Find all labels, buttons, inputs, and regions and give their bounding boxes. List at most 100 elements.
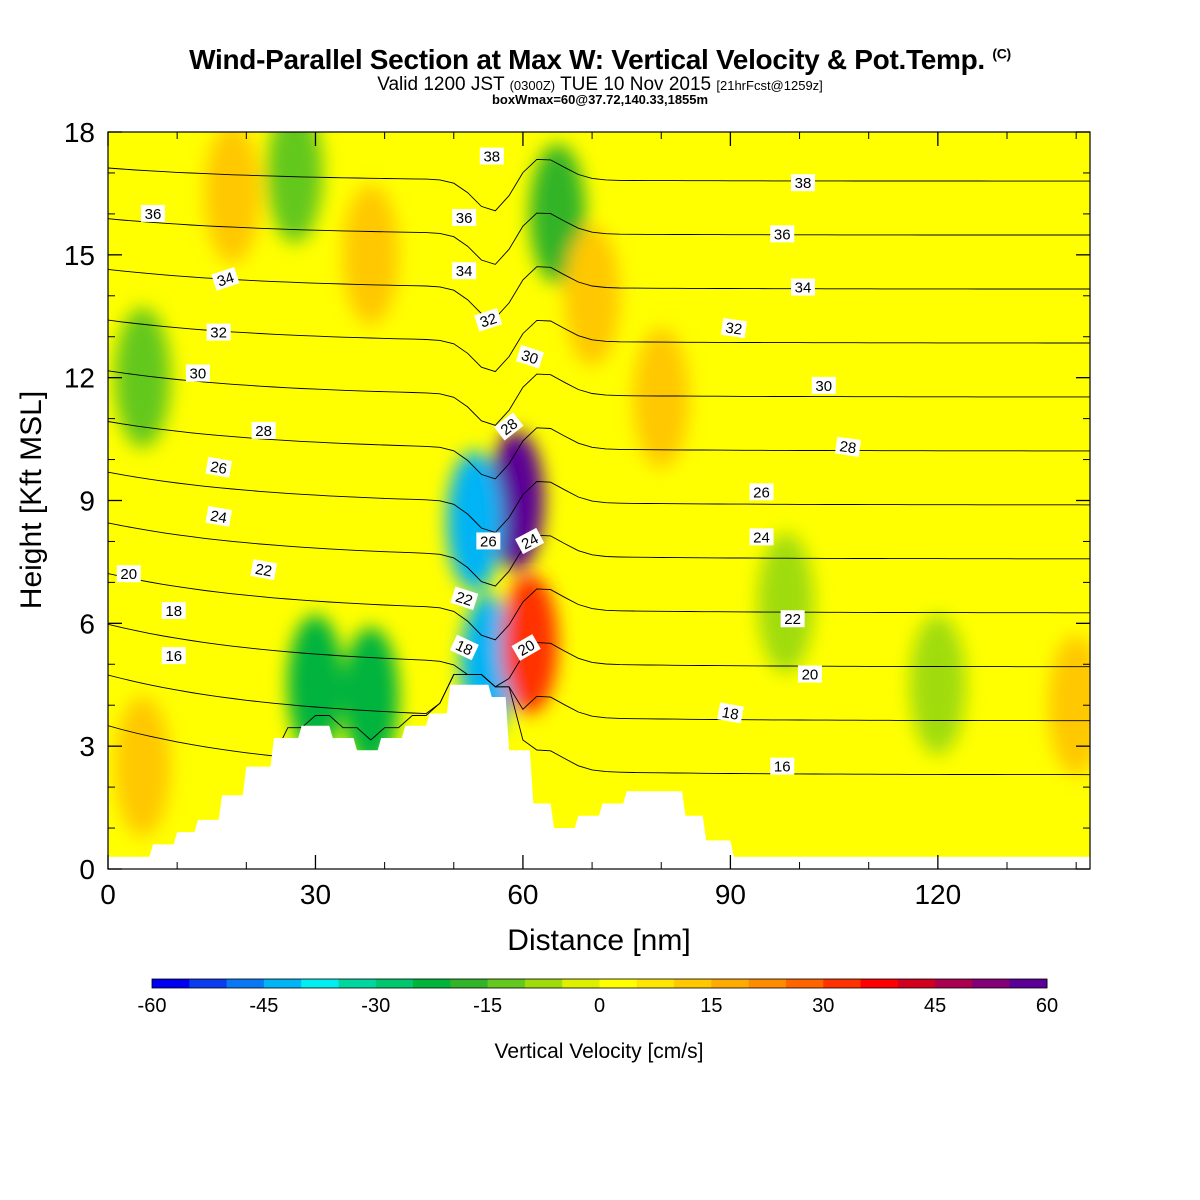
y-tick-label: 15: [64, 240, 95, 271]
x-tick-label: 30: [300, 879, 331, 910]
velocity-feature-8: [633, 328, 690, 469]
colorbar-swatch: [711, 979, 750, 988]
colorbar-swatch: [301, 979, 339, 988]
contour-label-bg: [717, 702, 744, 724]
contour-label-text: 26: [209, 458, 228, 478]
contour-label-27: 20: [511, 634, 541, 661]
velocity-feature-9: [204, 132, 261, 264]
y-tick-label: 0: [79, 854, 95, 885]
contour-label-bg: [479, 147, 504, 165]
contour-label-text: 32: [478, 310, 499, 331]
colorbar-swatch: [413, 979, 451, 988]
theta-contours: [108, 158, 1090, 776]
velocity-feature-11: [266, 132, 323, 243]
contour-label-bg: [791, 174, 816, 192]
colorbar-swatch: [487, 979, 526, 988]
contour-label-text: 20: [802, 667, 819, 684]
contour-label-bg: [780, 610, 805, 628]
velocity-feature-12: [114, 307, 171, 448]
contour-label-text: 18: [453, 637, 475, 659]
theta-contour-22: [108, 573, 1090, 641]
velocity-feature-7: [564, 225, 621, 366]
colorbar: -60 -45 -30 -15 0 15 30 45 60: [138, 978, 1058, 1017]
contour-labels: 38 38 36 36 36 34 34 34 32 32 32 30 30 30 28 28 28 26 26 26…: [116, 147, 862, 776]
contour-label-26: 20: [116, 565, 141, 583]
contour-label-bg: [749, 528, 774, 546]
theta-contour-28: [108, 421, 1090, 480]
contour-label-bg: [140, 204, 165, 222]
colorbar-swatch: [935, 979, 973, 988]
contour-label-text: 38: [483, 149, 500, 166]
colorbar-tick-label: -45: [249, 995, 278, 1017]
contour-label-bg: [770, 757, 795, 775]
contour-label-bg: [116, 565, 141, 583]
contour-label-17: 26: [205, 456, 233, 478]
velocity-feature-5: [342, 627, 399, 768]
contour-label-7: 34: [791, 278, 816, 297]
contour-label-19: 26: [749, 483, 774, 501]
colorbar-swatch: [152, 979, 190, 988]
contour-label-text: 30: [190, 366, 207, 383]
theta-contour-18: [108, 674, 1090, 722]
contour-label-text: 28: [498, 415, 522, 439]
colorbar-frame: [151, 978, 1048, 989]
contour-label-text: 36: [774, 226, 791, 243]
contour-label-bg: [452, 262, 477, 280]
contour-label-bg: [205, 456, 233, 478]
contour-label-20: 24: [205, 505, 233, 527]
contour-label-text: 16: [774, 759, 791, 776]
colorbar-tick-label: 30: [812, 995, 834, 1017]
contour-label-text: 24: [519, 530, 542, 553]
contour-label-bg: [811, 376, 836, 394]
y-tick-label: 18: [64, 117, 95, 148]
colorbar-swatch: [599, 979, 638, 988]
contour-label-23: 22: [250, 559, 277, 580]
contour-label-text: 30: [519, 347, 540, 368]
contour-label-bg: [749, 483, 774, 501]
contour-label-4: 36: [770, 225, 795, 243]
contour-label-text: 26: [753, 484, 770, 501]
contour-label-bg: [720, 317, 747, 339]
colorbar-tick-label: -15: [473, 995, 502, 1017]
colorbar-swatch: [636, 979, 675, 988]
contour-label-bg: [474, 308, 503, 332]
colorbar-swatch: [338, 979, 377, 988]
colorbar-swatch: [674, 979, 712, 988]
contour-label-9: 32: [474, 308, 503, 332]
contour-label-text: 38: [795, 175, 812, 192]
contour-label-bg: [185, 364, 210, 382]
colorbar-swatch: [1009, 979, 1048, 988]
colorbar-tick-label: 0: [594, 995, 605, 1017]
contour-label-6: 34: [452, 262, 477, 280]
colorbar-tick-label: -60: [138, 995, 167, 1017]
contour-label-bg: [515, 344, 545, 369]
chart-title: Wind-Parallel Section at Max W: Vertical…: [189, 44, 1011, 75]
theta-contour-24: [108, 522, 1090, 587]
theta-contour-20: [108, 623, 1090, 688]
contour-label-text: 18: [721, 704, 740, 724]
y-tick-label: 12: [64, 363, 95, 394]
contour-label-bg: [834, 436, 862, 457]
contour-label-bg: [211, 267, 240, 291]
theta-contour-16: [108, 674, 1090, 776]
contour-label-text: 36: [145, 206, 162, 223]
colorbar-swatch: [189, 979, 228, 988]
contour-label-text: 34: [456, 263, 473, 280]
contour-label-18: 26: [476, 532, 501, 550]
contour-label-text: 36: [456, 210, 473, 227]
colorbar-swatch: [897, 979, 936, 988]
x-tick-label: 120: [914, 879, 961, 910]
theta-contour-30: [108, 370, 1090, 426]
colorbar-swatch: [450, 979, 489, 988]
contour-label-bg: [449, 634, 479, 661]
contour-label-text: 22: [784, 611, 801, 628]
contour-label-1: 38: [791, 174, 816, 192]
contour-label-text: 16: [165, 648, 182, 665]
contour-label-10: 32: [720, 317, 747, 339]
terrain: [108, 684, 1090, 869]
contour-label-16: 28: [834, 436, 862, 457]
colorbar-swatch: [823, 979, 862, 988]
velocity-feature-16: [1048, 635, 1090, 776]
